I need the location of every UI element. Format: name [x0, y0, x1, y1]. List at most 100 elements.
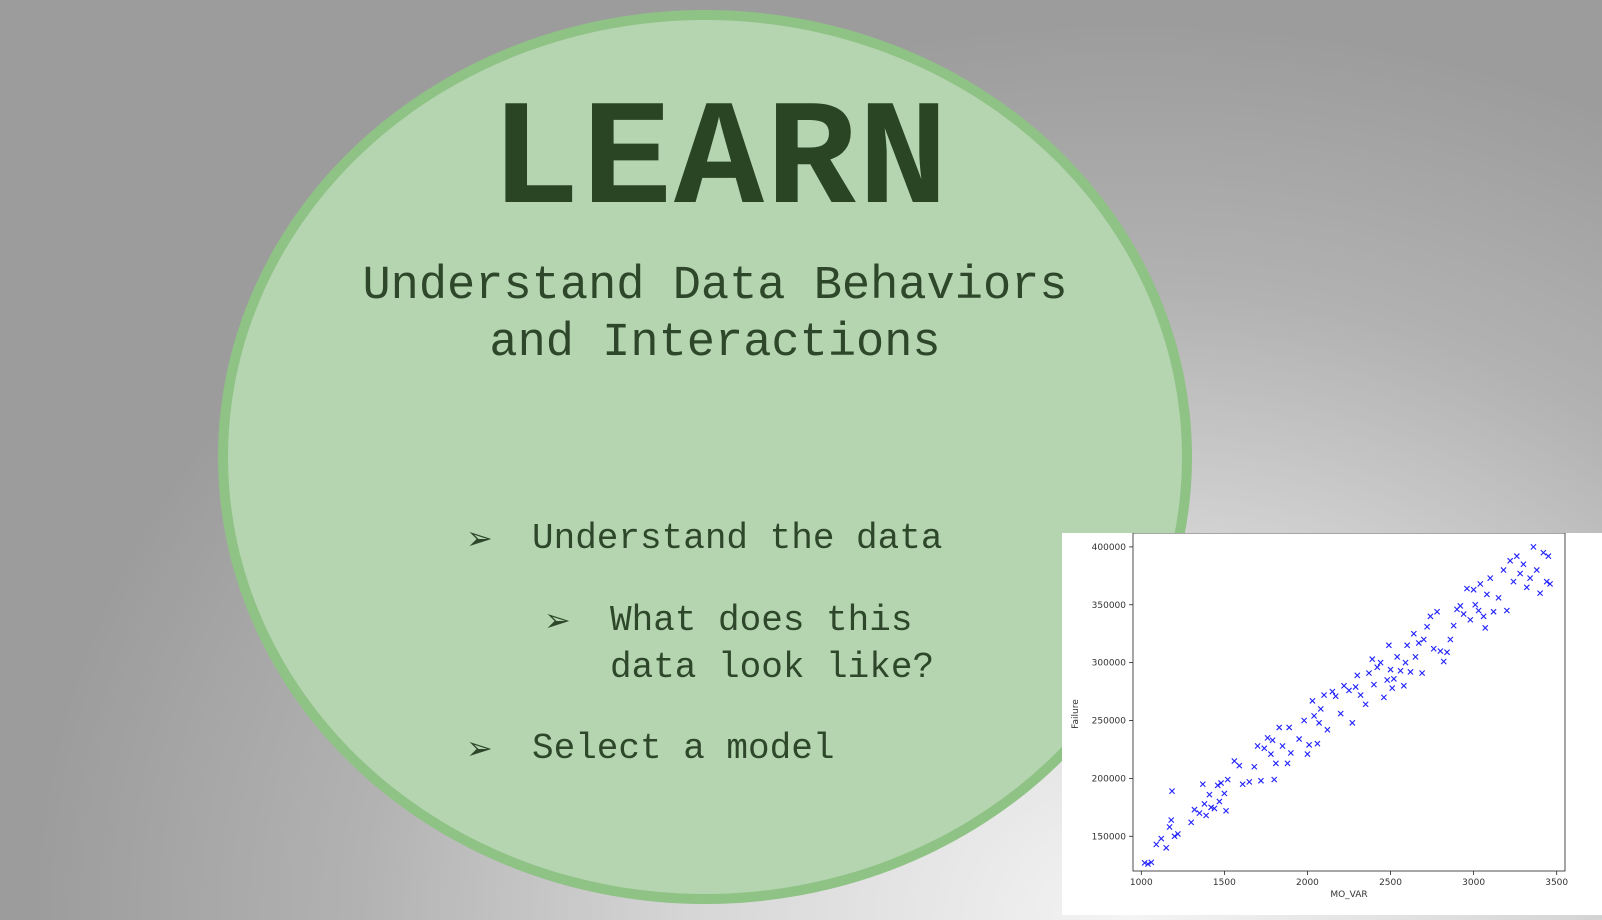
data-point — [1389, 685, 1396, 692]
data-point — [1287, 749, 1294, 756]
data-point — [1510, 578, 1517, 585]
x-tick-label: 2500 — [1379, 878, 1402, 888]
data-point — [1203, 812, 1210, 819]
data-point — [1447, 636, 1454, 643]
data-point — [1547, 580, 1554, 587]
data-point — [1314, 740, 1321, 747]
data-point — [1540, 549, 1547, 556]
data-point — [1394, 653, 1401, 660]
data-point — [1284, 760, 1291, 767]
y-tick-label: 350000 — [1092, 601, 1127, 611]
data-point — [1467, 616, 1474, 623]
x-tick-label: 2000 — [1296, 878, 1319, 888]
data-point — [1397, 667, 1404, 674]
data-point — [1171, 833, 1178, 840]
data-point — [1169, 788, 1176, 795]
x-tick-label: 3000 — [1462, 878, 1485, 888]
green-circle-shape — [218, 10, 1192, 904]
scatter-chart-image: 1000 1500 2000 2500 3000 3500 150000 200000 250… — [1062, 533, 1602, 915]
data-point — [1530, 543, 1537, 550]
data-point — [1434, 608, 1441, 615]
data-point — [1216, 798, 1223, 805]
data-point — [1271, 776, 1278, 783]
data-point — [1523, 584, 1530, 591]
data-point — [1407, 668, 1414, 675]
data-point — [1332, 693, 1339, 700]
data-point — [1324, 726, 1331, 733]
x-tick-label: 1500 — [1213, 878, 1236, 888]
data-point — [1279, 742, 1286, 749]
data-point — [1457, 602, 1464, 609]
data-point — [1543, 578, 1550, 585]
data-point — [1415, 639, 1422, 646]
data-point — [1365, 670, 1372, 677]
data-point — [1254, 742, 1261, 749]
data-point — [1500, 567, 1507, 574]
data-point — [1507, 557, 1514, 564]
data-point — [1482, 624, 1489, 631]
data-point — [1221, 790, 1228, 797]
data-point — [1246, 778, 1253, 785]
data-point — [1257, 777, 1264, 784]
arrowhead-icon: ➢ — [466, 729, 493, 767]
data-point — [1223, 807, 1230, 814]
y-tick-label: 300000 — [1092, 659, 1127, 669]
arrowhead-icon: ➢ — [544, 601, 571, 639]
data-point — [1404, 642, 1411, 649]
bullet-text: What does this data look like? — [610, 600, 935, 688]
data-point — [1472, 601, 1479, 608]
data-point — [1163, 844, 1170, 851]
data-point — [1191, 806, 1198, 813]
x-tick-label: 3500 — [1545, 878, 1568, 888]
y-axis-label: Failure — [1071, 699, 1081, 729]
data-point — [1437, 648, 1444, 655]
slide-subtitle: Understand Data Behaviors and Interactio… — [362, 260, 1068, 370]
data-point — [1316, 719, 1323, 726]
sub-bullet-item: ➢ What does this data look like? — [544, 597, 934, 691]
data-point — [1362, 701, 1369, 708]
data-point — [1503, 607, 1510, 614]
data-point — [1306, 741, 1313, 748]
data-point — [1357, 692, 1364, 699]
data-point — [1188, 819, 1195, 826]
data-point — [1141, 859, 1148, 866]
data-point — [1206, 791, 1213, 798]
data-point — [1144, 861, 1151, 868]
data-point — [1309, 697, 1316, 704]
data-point — [1517, 570, 1524, 577]
data-point — [1231, 758, 1238, 765]
data-point — [1440, 658, 1447, 665]
data-point — [1321, 692, 1328, 699]
data-point — [1402, 659, 1409, 666]
data-point — [1218, 780, 1225, 787]
arrowhead-icon: ➢ — [466, 519, 493, 557]
data-point — [1419, 670, 1426, 677]
data-point — [1520, 561, 1527, 568]
data-point — [1286, 724, 1293, 731]
data-point — [1236, 762, 1243, 769]
data-point — [1196, 810, 1203, 817]
data-point — [1211, 805, 1218, 812]
data-point — [1269, 737, 1276, 744]
data-point — [1490, 608, 1497, 615]
data-point — [1239, 781, 1246, 788]
data-point — [1264, 734, 1271, 741]
data-point — [1430, 645, 1437, 652]
data-point — [1329, 688, 1336, 695]
data-point — [1477, 580, 1484, 587]
data-point — [1168, 817, 1175, 824]
data-point — [1166, 824, 1173, 831]
data-point — [1148, 859, 1155, 866]
data-point — [1276, 724, 1283, 731]
data-point — [1354, 672, 1361, 679]
data-point — [1420, 636, 1427, 643]
bullet-text: Understand the data — [532, 518, 943, 559]
data-point — [1174, 830, 1181, 837]
data-point — [1352, 683, 1359, 690]
data-point — [1495, 594, 1502, 601]
plot-frame — [1132, 533, 1566, 872]
data-point — [1444, 649, 1451, 656]
x-tick-label: 1000 — [1130, 878, 1153, 888]
data-point — [1427, 613, 1434, 620]
